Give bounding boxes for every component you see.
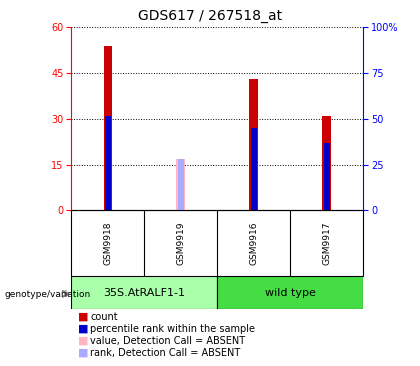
Bar [103, 46, 112, 210]
Text: rank, Detection Call = ABSENT: rank, Detection Call = ABSENT [90, 348, 241, 358]
Text: ■: ■ [78, 336, 88, 346]
Text: count: count [90, 311, 118, 322]
Bar [105, 116, 111, 210]
Bar [178, 158, 184, 210]
Bar [249, 79, 258, 210]
Text: GSM9916: GSM9916 [249, 222, 258, 265]
Bar [218, 276, 363, 309]
Text: percentile rank within the sample: percentile rank within the sample [90, 324, 255, 334]
Text: GDS617 / 267518_at: GDS617 / 267518_at [138, 9, 282, 23]
Bar [324, 143, 330, 210]
Bar [251, 128, 257, 210]
Text: ■: ■ [78, 348, 88, 358]
Text: wild type: wild type [265, 288, 316, 298]
Text: ■: ■ [78, 311, 88, 322]
Bar [323, 116, 331, 210]
Text: ■: ■ [78, 324, 88, 334]
Bar [71, 276, 218, 309]
Bar [176, 158, 185, 210]
Text: GSM9918: GSM9918 [103, 222, 113, 265]
Text: GSM9917: GSM9917 [322, 222, 331, 265]
Text: GSM9919: GSM9919 [176, 222, 185, 265]
Text: genotype/variation: genotype/variation [4, 290, 90, 299]
Text: value, Detection Call = ABSENT: value, Detection Call = ABSENT [90, 336, 245, 346]
Text: 35S.AtRALF1-1: 35S.AtRALF1-1 [103, 288, 185, 298]
